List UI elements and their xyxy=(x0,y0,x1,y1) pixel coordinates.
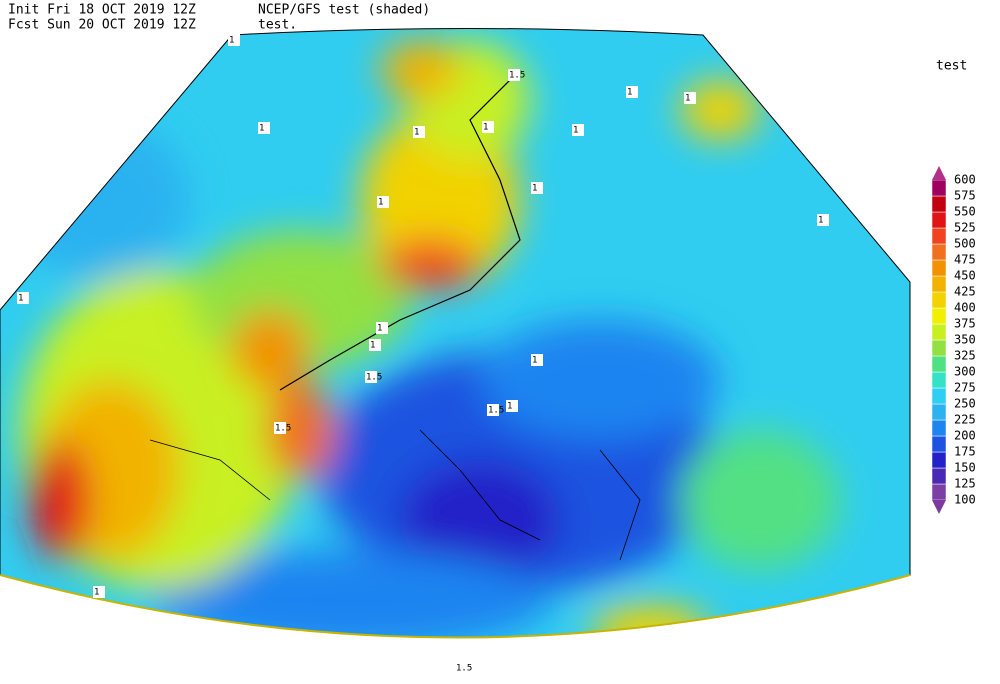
colorbar-over xyxy=(932,166,946,180)
contour-label-bg xyxy=(258,122,270,134)
forecast-time: Fcst Sun 20 OCT 2019 12Z xyxy=(8,18,196,33)
init-time: Init Fri 18 OCT 2019 12Z xyxy=(8,3,196,18)
colorbar-box xyxy=(931,275,947,293)
colorbar-label: 150 xyxy=(954,461,976,475)
contour-label-bg xyxy=(365,371,377,383)
colorbar-box xyxy=(931,483,947,501)
colorbar-box xyxy=(931,179,947,197)
colorbar-box xyxy=(931,307,947,325)
contour-label-bg xyxy=(455,662,467,674)
colorbar-box xyxy=(931,339,947,357)
colorbar-title: test xyxy=(936,59,967,74)
colorbar-label: 275 xyxy=(954,381,976,395)
colorbar-box xyxy=(931,195,947,213)
contour-label-bg xyxy=(508,69,520,81)
colorbar-label: 325 xyxy=(954,349,976,363)
contour-label-bg xyxy=(376,322,388,334)
contour-label: 1 xyxy=(414,128,419,138)
colorbar-box xyxy=(931,371,947,389)
colorbar-label: 225 xyxy=(954,413,976,427)
colorbar-label: 200 xyxy=(954,429,976,443)
colorbar-label: 450 xyxy=(954,269,976,283)
colorbar-label: 300 xyxy=(954,365,976,379)
colorbar-box xyxy=(931,243,947,261)
colorbar-box xyxy=(931,403,947,421)
colorbar-label: 575 xyxy=(954,189,976,203)
colorbar-label: 425 xyxy=(954,285,976,299)
contour-label: 1.5 xyxy=(488,406,504,416)
contour-label-bg xyxy=(572,124,584,136)
colorbar-label: 100 xyxy=(954,493,976,507)
contour-label-bg xyxy=(684,92,696,104)
colorbar-label: 500 xyxy=(954,237,976,251)
contour-label-bg xyxy=(377,196,389,208)
contour-label: 1 xyxy=(532,184,537,194)
colorbar-box xyxy=(931,227,947,245)
contour-label: 1 xyxy=(229,36,234,46)
contour-label-bg xyxy=(626,86,638,98)
colorbar-label: 525 xyxy=(954,221,976,235)
colorbar-box xyxy=(931,419,947,437)
contour-label-bg xyxy=(817,214,829,226)
contour-label-bg xyxy=(482,121,494,133)
colorbar-box xyxy=(931,355,947,373)
contour-label-bg xyxy=(17,292,29,304)
contour-label: 1 xyxy=(377,324,382,334)
contour-label: 1 xyxy=(685,94,690,104)
colorbar-under xyxy=(932,500,946,514)
contour-label-bg xyxy=(487,404,499,416)
colorbar-label: 600 xyxy=(954,173,976,187)
contour-label: 1 xyxy=(532,356,537,366)
contour-label: 1 xyxy=(818,216,823,226)
colorbar-label: 350 xyxy=(954,333,976,347)
contour-label: 1 xyxy=(573,126,578,136)
contour-label-bg xyxy=(228,34,240,46)
title: NCEP/GFS test (shaded) xyxy=(258,3,430,18)
contour-label-bg xyxy=(274,422,286,434)
contour-label: 1 xyxy=(18,294,23,304)
contour-label: 1.5 xyxy=(366,373,382,383)
contour-label-bg xyxy=(413,126,425,138)
contour-label: 1 xyxy=(378,198,383,208)
contour-label: 1 xyxy=(370,341,375,351)
contour-label: 1 xyxy=(507,402,512,412)
subtitle: test. xyxy=(258,18,297,33)
colorbar-label: 550 xyxy=(954,205,976,219)
colorbar-box xyxy=(931,291,947,309)
contour-label: 1 xyxy=(483,123,488,133)
colorbar-label: 375 xyxy=(954,317,976,331)
colorbar-box xyxy=(931,211,947,229)
colorbar-box xyxy=(931,435,947,453)
colorbar-box xyxy=(931,387,947,405)
contour-label: 1 xyxy=(627,88,632,98)
contour-label-bg xyxy=(369,339,381,351)
contour-label-bg xyxy=(506,400,518,412)
contour-label-bg xyxy=(531,182,543,194)
colorbar-box xyxy=(931,259,947,277)
colorbar-label: 175 xyxy=(954,445,976,459)
colorbar-label: 125 xyxy=(954,477,976,491)
colorbar-box xyxy=(931,323,947,341)
colorbar-box xyxy=(931,467,947,485)
contour-label: 1.5 xyxy=(456,664,472,674)
colorbar-label: 475 xyxy=(954,253,976,267)
contour-label: 1.5 xyxy=(275,424,291,434)
contour-label: 1.5 xyxy=(509,71,525,81)
colorbar-label: 400 xyxy=(954,301,976,315)
colorbar-label: 250 xyxy=(954,397,976,411)
contour-label-bg xyxy=(531,354,543,366)
contour-label-bg xyxy=(93,586,105,598)
colorbar-box xyxy=(931,451,947,469)
contour-label: 1 xyxy=(94,588,99,598)
contour-label: 1 xyxy=(259,124,264,134)
